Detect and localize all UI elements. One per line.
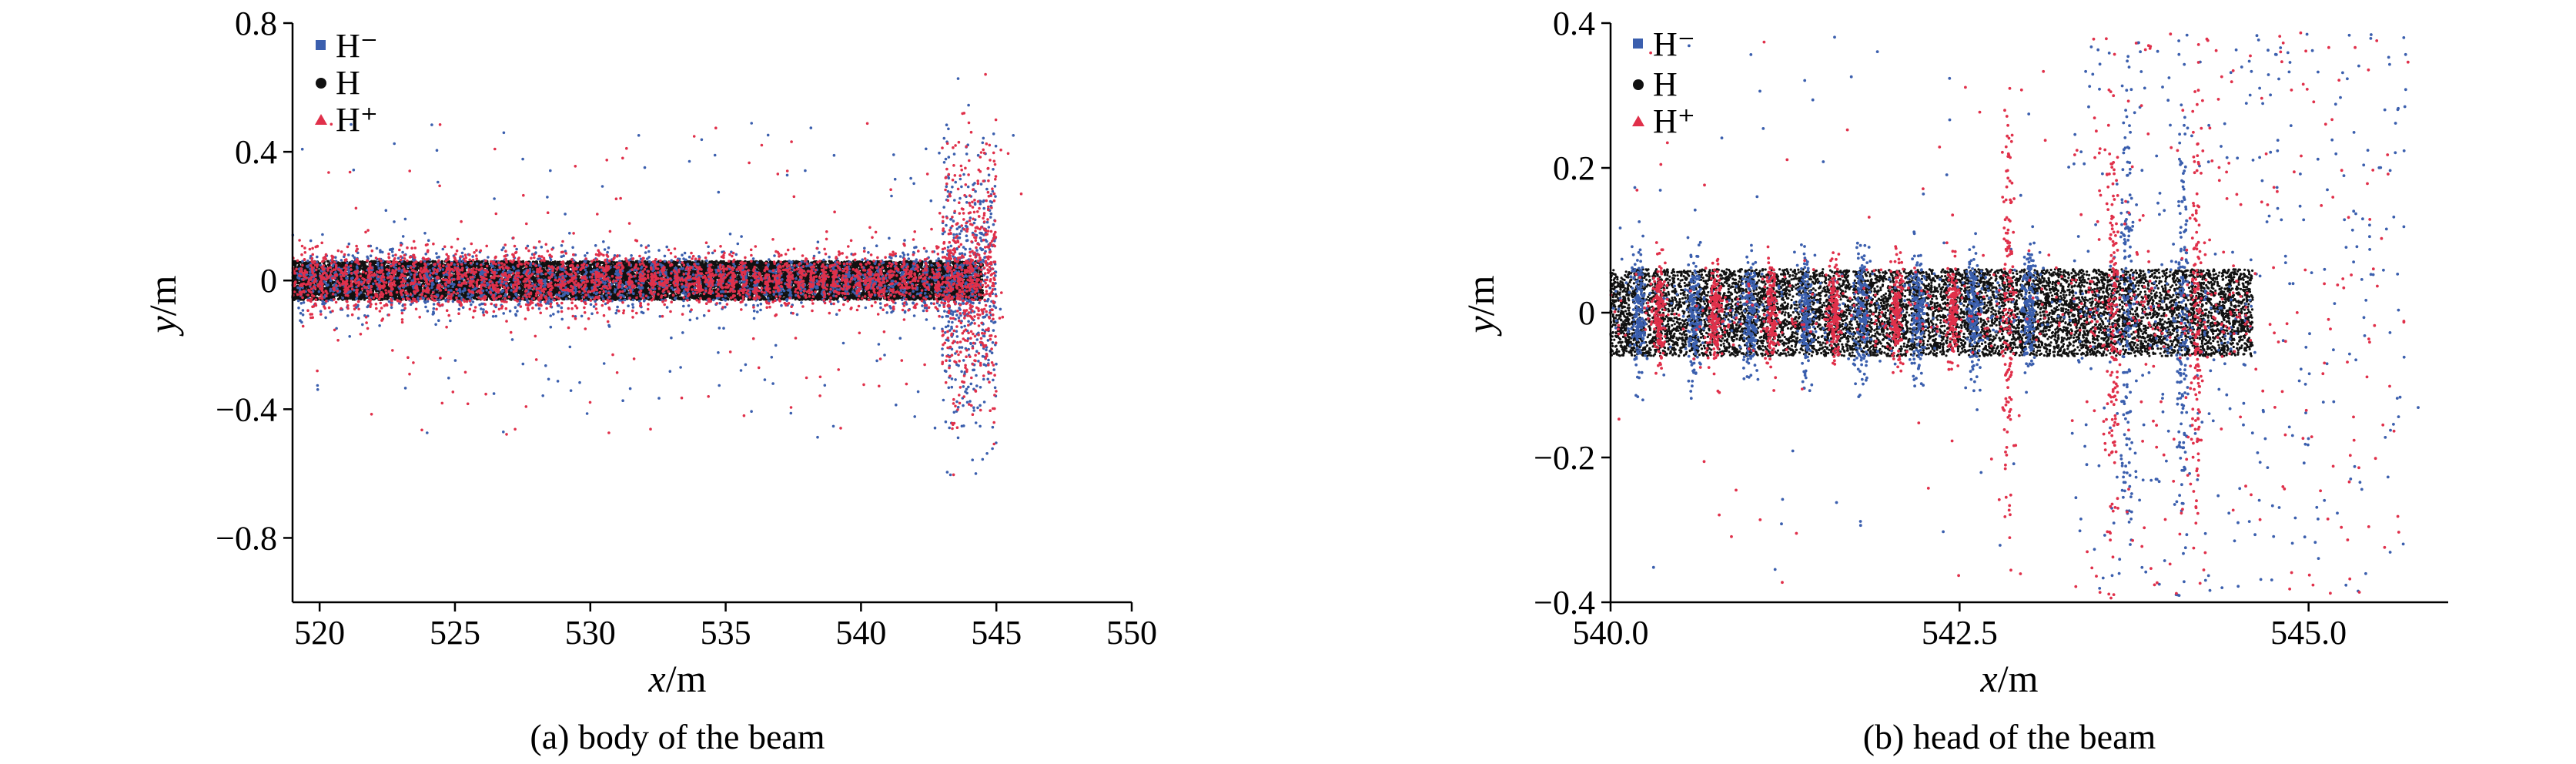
ticks-b: 540.0 542.5 545.0 −0.4 −0.2 0 0.2 0.4: [1534, 5, 2347, 652]
legend-label-h-plus: H⁺: [336, 101, 378, 139]
legend-label-h-b: H: [1653, 65, 1678, 103]
x-tick-label: 545.0: [2270, 614, 2347, 652]
legend-a: H⁻ H H⁺: [315, 27, 378, 139]
x-tick-label: 545: [971, 614, 1022, 652]
y-tick-label: −0.2: [1534, 439, 1595, 477]
x-tick-label: 525: [430, 614, 480, 652]
x-axis-label-a: x/m: [648, 657, 707, 700]
legend-b: H⁻ H H⁺: [1632, 25, 1695, 140]
legend-marker-h-plus: [315, 114, 327, 125]
axes-a: [291, 23, 1132, 604]
x-tick-label: 540.0: [1573, 614, 1649, 652]
legend-marker-h-minus-b: [1633, 39, 1643, 49]
panel-head-of-beam: 540.0 542.5 545.0 −0.4 −0.2 0 0.2 0.4 H⁻ H H⁺ x…: [1459, 5, 2448, 756]
scatter-h-plus-b: [1609, 31, 2410, 600]
x-tick-label: 520: [294, 614, 345, 652]
y-tick-label: 0.2: [1553, 149, 1595, 187]
y-tick-label: −0.8: [216, 519, 277, 557]
legend-label-h-minus-b: H⁻: [1653, 25, 1695, 63]
legend-marker-h-b: [1633, 79, 1644, 90]
ticks-a: 520 525 530 535 540 545 550 −0.8 −0.4 0 0.4 0.8: [216, 5, 1157, 652]
caption-a: (a) body of the beam: [530, 717, 825, 756]
y-tick-label: 0: [260, 262, 277, 300]
x-tick-label: 535: [701, 614, 751, 652]
scatter-h-plus-a: [291, 72, 1023, 477]
x-tick-label: 540: [835, 614, 886, 652]
scatter-h-b: [1609, 268, 2254, 357]
legend-label-h: H: [336, 64, 360, 102]
x-tick-label: 542.5: [1922, 614, 1998, 652]
panel-body-of-beam: 520 525 530 535 540 545 550 −0.8 −0.4 0 0.4 0.8 H⁻ …: [141, 5, 1157, 756]
scatter-h-minus-b: [1611, 32, 2420, 597]
x-axis-label-b: x/m: [1980, 657, 2039, 700]
y-tick-label: 0: [1578, 294, 1595, 332]
y-tick-label: −0.4: [216, 390, 277, 428]
y-tick-label: 0.4: [1553, 5, 1595, 42]
scatter-points-b: [1609, 31, 2420, 600]
caption-b: (b) head of the beam: [1863, 717, 2156, 756]
y-tick-label: 0.8: [235, 5, 277, 42]
y-tick-label: 0.4: [235, 133, 277, 171]
scatter-points-a: [291, 72, 1023, 477]
legend-marker-h-plus-b: [1632, 116, 1644, 126]
x-tick-label: 550: [1106, 614, 1157, 652]
legend-marker-h-minus: [316, 40, 326, 50]
legend-label-h-plus-b: H⁺: [1653, 102, 1695, 140]
x-tick-label: 530: [565, 614, 616, 652]
y-tick-label: −0.4: [1534, 584, 1595, 622]
legend-marker-h: [316, 78, 326, 89]
y-axis-label-a: y/m: [141, 275, 184, 337]
y-axis-label-b: y/m: [1459, 275, 1502, 337]
legend-label-h-minus: H⁻: [336, 27, 378, 65]
